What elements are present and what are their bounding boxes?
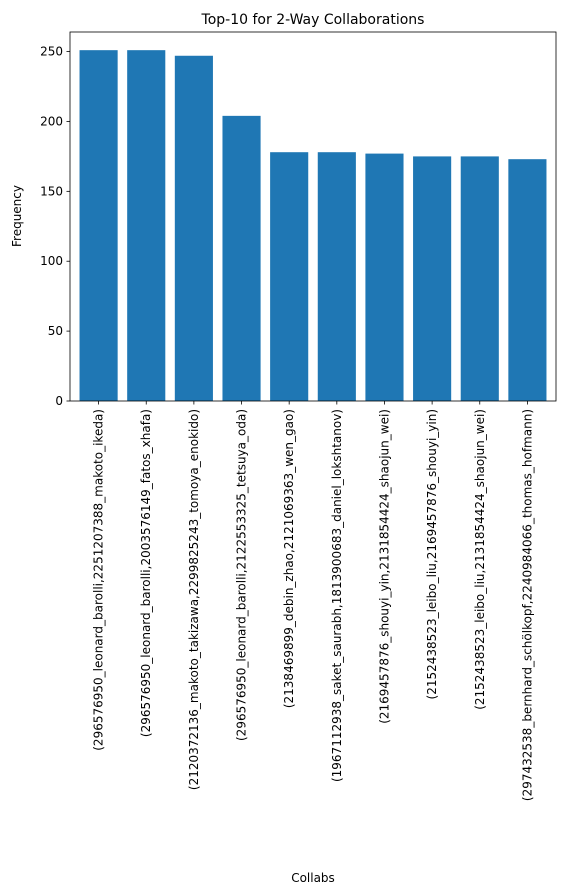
bar-10 [508, 159, 547, 401]
x-tick-label-8: (2152438523_leibo_liu,2169457876_shouyi_… [425, 409, 439, 699]
chart-title: Top-10 for 2-Way Collaborations [201, 12, 425, 28]
x-tick-label-6: (1967112938_saket_saurabh,1813900683_dan… [330, 409, 344, 782]
bars-group [79, 50, 547, 402]
y-tick-label: 150 [40, 184, 63, 198]
bar-9 [460, 156, 499, 401]
bar-4 [222, 115, 261, 402]
y-tick-label: 100 [40, 254, 63, 268]
y-tick-label: 0 [55, 394, 63, 408]
y-tick-label: 250 [40, 45, 63, 59]
x-tick-label-1: (296576950_leonard_barolli,2251207388_ma… [92, 409, 106, 751]
bar-1 [79, 50, 118, 402]
bar-3 [174, 55, 213, 401]
bar-6 [317, 152, 356, 401]
y-tick-label: 200 [40, 114, 63, 128]
x-tick-label-2: (296576950_leonard_barolli,2003576149_fa… [139, 409, 153, 737]
x-axis-label: Collabs [291, 871, 335, 885]
x-axis: (296576950_leonard_barolli,2251207388_ma… [92, 401, 534, 801]
y-tick-label: 50 [48, 324, 63, 338]
x-tick-label-9: (2152438523_leibo_liu,2131854424_shaojun… [473, 409, 487, 710]
x-tick-label-4: (296576950_leonard_barolli,2122553325_te… [235, 409, 249, 741]
bar-7 [365, 153, 404, 401]
x-tick-label-7: (2169457876_shouyi_yin,2131854424_shaoju… [377, 409, 391, 724]
y-axis: 0 50 100 150 200 250 [40, 45, 70, 408]
plot-frame [69, 31, 557, 402]
bar-2 [127, 50, 166, 402]
y-axis-label: Frequency [10, 185, 24, 247]
x-tick-label-5: (2138469899_debin_zhao,2121069363_wen_ga… [282, 409, 296, 708]
bar-8 [413, 156, 452, 401]
x-tick-label-3: (2120372136_makoto_takizawa,2299825243_t… [187, 409, 201, 790]
bar-5 [270, 152, 309, 401]
x-tick-label-10: (297432538_bernhard_schölkopf,2240984066… [520, 409, 534, 801]
